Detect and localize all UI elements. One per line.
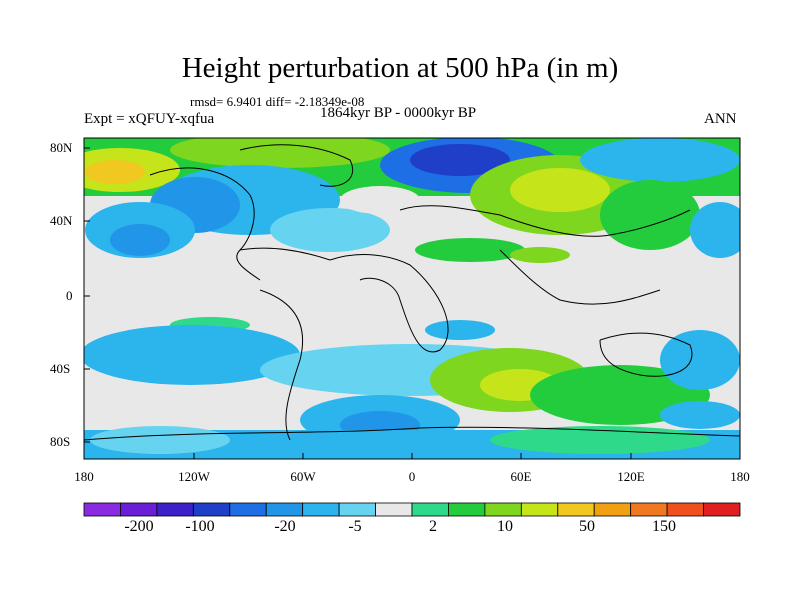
colorbar-swatch [484,502,522,517]
season-label: ANN [704,111,737,127]
lon-label-180e: 180 [730,469,750,484]
colorbar-swatch [630,502,668,517]
lat-label-80s: 80S [50,434,71,449]
colorbar-swatch [703,502,741,517]
colorbar-label: 150 [652,518,676,535]
colorbar-swatch [192,502,231,517]
experiment-label: Expt = xQFUY-xqfua [84,111,215,127]
period-text: 1864kyr BP - 0000kyr BP [320,105,477,121]
colorbar-label: 10 [497,518,513,535]
lon-label-0: 0 [408,469,416,484]
lat-label-equator: 0 [66,288,73,303]
colorbar-label: 50 [579,518,595,535]
colorbar-swatch [520,502,559,517]
coastlines [83,144,741,441]
colorbar-swatch [448,502,486,517]
colorbar-swatch [666,502,704,517]
lon-label-120w: 120W [178,469,210,484]
lon-label-180w: 180 [74,469,94,484]
colorbar-swatch [302,502,340,517]
chart-title: Height perturbation at 500 hPa (in m) [181,52,619,84]
colorbar-swatch [557,502,595,517]
colorbar-swatch [120,502,158,517]
colorbar-label: -100 [185,518,215,535]
colorbar-swatch [265,502,304,517]
colorbar-swatch [375,502,413,517]
colorbar-swatch [338,502,376,517]
height-field [84,138,740,459]
lat-label-80n: 80N [50,140,73,155]
colorbar-swatch [229,502,267,517]
lon-label-60e: 60E [510,469,532,484]
colorbar-swatch [156,502,194,517]
lon-label-120e: 120E [617,469,645,484]
lon-label-60w: 60W [290,469,316,484]
lat-label-40s: 40S [50,361,71,376]
colorbar-label: -20 [274,518,296,535]
colorbar [83,502,741,517]
stats-text: rmsd= 6.9401 diff= -2.18349e-08 [190,94,365,109]
colorbar-label: -5 [348,518,362,535]
colorbar-swatch [83,502,121,517]
colorbar-swatch [593,502,632,517]
colorbar-label: -200 [124,518,154,535]
colorbar-swatch [411,502,449,517]
map-ticks [83,147,741,459]
lat-label-40n: 40N [50,213,73,228]
colorbar-label: 2 [429,518,437,535]
